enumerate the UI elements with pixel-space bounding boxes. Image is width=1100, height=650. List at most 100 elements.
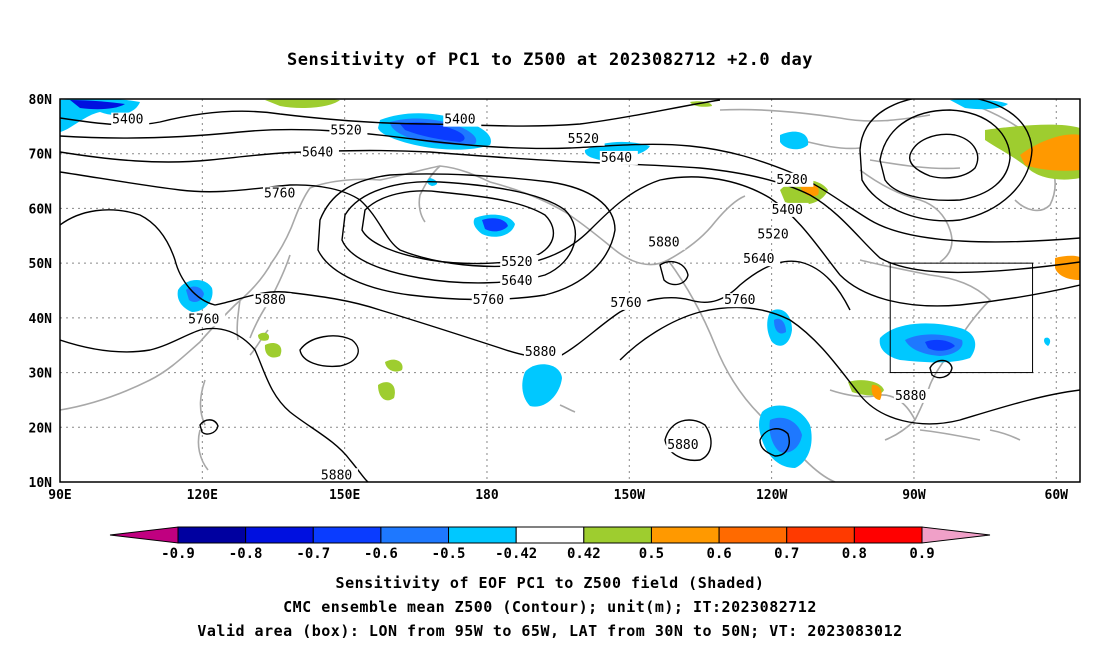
contour-5880-high-mid xyxy=(659,260,689,286)
contour-label-text: 5280 xyxy=(776,173,807,188)
contour-5880-ne-gulf xyxy=(199,419,219,435)
shaded-region-positive xyxy=(871,384,882,400)
contour-label: 5640 xyxy=(742,252,781,267)
map-frame xyxy=(59,98,1081,483)
shaded-region-positive xyxy=(264,343,282,358)
contour-5520-east xyxy=(859,99,1033,222)
contour-label-bg xyxy=(300,145,339,160)
shaded-region-negative xyxy=(769,417,802,453)
colorbar-swatch xyxy=(515,526,585,544)
shaded-region-negative xyxy=(482,218,508,232)
colorbar-tick-label: -0.6 xyxy=(364,546,398,562)
contour-label-bg xyxy=(329,123,368,138)
longitude-labels: 90E 120E 150E 180 150W 120W 90W 60W xyxy=(48,488,1068,503)
shaded-region-negative xyxy=(925,339,955,351)
contour-label-bg xyxy=(471,293,510,308)
contour-5400 xyxy=(60,99,721,127)
shaded-region-negative xyxy=(950,99,1008,110)
colorbar-arrow-low xyxy=(109,526,179,544)
colorbar-swatch xyxy=(312,526,382,544)
contour-label-text: 5640 xyxy=(302,145,333,160)
contour-5520-low xyxy=(361,190,555,265)
contour-label: 5400 xyxy=(111,112,150,128)
shaded-region-negative xyxy=(780,131,809,150)
coastline-north-america-west xyxy=(667,259,836,482)
contour-5880-east xyxy=(619,306,1080,425)
contour-label-bg xyxy=(742,252,781,267)
lat-label: 20N xyxy=(29,421,53,436)
colorbar-tick-label: -0.5 xyxy=(432,546,466,562)
contour-label: 5880 xyxy=(666,438,705,453)
contour-label: 5280 xyxy=(775,172,814,188)
contour-label-bg xyxy=(666,438,705,453)
contour-label: 5520 xyxy=(756,227,795,243)
shaded-region-negative xyxy=(522,364,562,407)
lon-label: 150E xyxy=(329,488,360,503)
contour-label: 5400 xyxy=(770,202,809,218)
contour-5880-mexico xyxy=(759,428,790,457)
contour-label-text: 5880 xyxy=(321,468,352,483)
shaded-region-positive xyxy=(1020,134,1080,171)
contour-label-bg xyxy=(443,112,482,127)
shaded-region-positive xyxy=(258,332,270,341)
lon-label: 180 xyxy=(475,488,499,503)
lon-label: 90W xyxy=(902,488,926,503)
lat-label: 30N xyxy=(29,367,53,382)
contour-5640 xyxy=(60,149,1080,274)
colorbar-tick-label: 0.9 xyxy=(909,546,934,562)
sensitivity-shading xyxy=(60,99,1080,468)
lat-label: 70N xyxy=(29,148,53,163)
contour-label-bg xyxy=(523,345,562,360)
colorbar-swatch xyxy=(853,526,923,544)
contour-5880-high-west xyxy=(299,335,359,368)
lon-label: 120W xyxy=(756,488,787,503)
contour-label-bg xyxy=(756,227,795,242)
contour-label-text: 5400 xyxy=(112,113,143,128)
contour-label: 5400 xyxy=(443,112,482,128)
coastline-hawaii xyxy=(559,404,576,413)
contour-label-text: 5880 xyxy=(255,293,286,308)
contour-label-text: 5880 xyxy=(525,345,556,360)
contour-label-text: 5760 xyxy=(473,293,504,308)
colorbar-swatch xyxy=(177,526,247,544)
contour-label-bg xyxy=(723,293,762,308)
contour-label: 5880 xyxy=(319,468,358,483)
contour-label-bg xyxy=(253,293,292,308)
contour-label: 5880 xyxy=(253,293,292,308)
lat-label: 60N xyxy=(29,202,53,217)
shaded-region-positive xyxy=(378,382,395,401)
contour-label-text: 5520 xyxy=(568,132,599,147)
footer-line-3: Valid area (box): LON from 95W to 65W, L… xyxy=(197,622,903,640)
colorbar-tick-label: 0.8 xyxy=(842,546,867,562)
contour-label: 5880 xyxy=(523,345,562,360)
contour-5880-north xyxy=(60,209,851,359)
lon-label: 60W xyxy=(1045,488,1069,503)
contour-label-text: 5640 xyxy=(743,252,774,267)
contour-label-text: 5520 xyxy=(501,255,532,270)
colorbar-swatch xyxy=(718,526,788,544)
lat-label: 10N xyxy=(29,476,53,491)
contour-label: 5520 xyxy=(500,254,539,270)
contour-label: 5760 xyxy=(187,312,226,327)
footer-line-2: CMC ensemble mean Z500 (Contour); unit(m… xyxy=(283,598,817,616)
contour-5520 xyxy=(60,128,1080,243)
contour-label-bg xyxy=(609,295,648,310)
shaded-region-positive xyxy=(265,99,340,108)
contour-label: 5520 xyxy=(566,131,605,147)
contour-5400-low-east xyxy=(879,109,1011,202)
contour-5880-south xyxy=(60,327,369,482)
lat-label: 40N xyxy=(29,312,53,327)
contour-5880-atlantic xyxy=(929,359,953,379)
contour-label-bg xyxy=(187,312,226,327)
colorbar-tick-label: -0.8 xyxy=(229,546,263,562)
coastline-alaska xyxy=(489,181,746,266)
map-gridlines xyxy=(60,99,1080,482)
contour-label: 5760 xyxy=(609,295,648,311)
contour-label: 5520 xyxy=(329,123,368,139)
contour-label: 5760 xyxy=(471,293,510,308)
contour-label-text: 5640 xyxy=(601,151,632,166)
lon-label: 120E xyxy=(187,488,218,503)
colorbar-swatch xyxy=(786,526,855,544)
contour-label: 5760 xyxy=(723,293,762,308)
